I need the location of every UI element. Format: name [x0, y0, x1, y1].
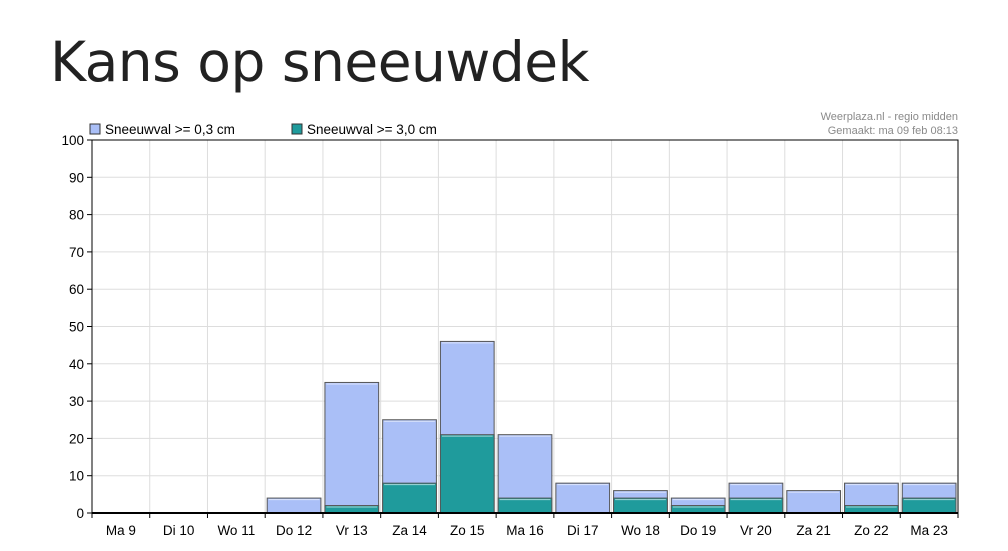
y-tick-label: 40	[69, 357, 84, 372]
y-tick-label: 60	[69, 282, 84, 297]
legend-label: Sneeuwval >= 0,3 cm	[105, 122, 235, 137]
y-tick-label: 70	[69, 245, 84, 260]
x-tick-label: Wo 18	[621, 523, 660, 538]
x-tick-label: Wo 11	[217, 523, 255, 538]
y-tick-label: 90	[69, 170, 84, 185]
x-tick-label: Ma 23	[910, 523, 948, 538]
credit-timestamp: Gemaakt: ma 09 feb 08:13	[828, 125, 958, 137]
x-tick-label: Za 21	[796, 523, 831, 538]
y-tick-label: 0	[76, 506, 84, 521]
x-tick-label: Zo 22	[854, 523, 889, 538]
bar-light	[786, 490, 842, 514]
credit-source: Weerplaza.nl - regio midden	[821, 111, 958, 123]
x-tick-label: Vr 13	[336, 523, 368, 538]
legend: Sneeuwval >= 0,3 cm Sneeuwval >= 3,0 cm	[89, 122, 437, 137]
bar-dark	[439, 434, 495, 514]
y-tick-label: 30	[69, 394, 84, 409]
y-tick-label: 50	[69, 320, 84, 335]
page-title: Kans op sneeuwdek	[50, 30, 589, 94]
bar-dark	[901, 497, 957, 514]
axes: 0 10 20 30 40 50 60 70 80 90 100 Ma 9 Di 10 Wo 11 Do 1…	[61, 133, 959, 538]
x-tick-label: Di 17	[567, 523, 599, 538]
legend-swatch	[291, 123, 303, 135]
x-tick-label: Zo 15	[450, 523, 485, 538]
legend-swatch	[89, 123, 101, 135]
y-tick-label: 20	[69, 431, 84, 446]
bar-light	[266, 497, 322, 514]
bar-dark	[497, 497, 553, 514]
y-tick-label: 100	[61, 133, 84, 148]
bar-light	[324, 381, 380, 514]
x-tick-label: Do 19	[680, 523, 716, 538]
y-tick-label: 80	[69, 208, 84, 223]
x-tick-label: Ma 9	[106, 523, 136, 538]
x-tick-label: Za 14	[392, 523, 427, 538]
x-tick-label: Vr 20	[740, 523, 772, 538]
bar-dark	[613, 497, 668, 514]
legend-label: Sneeuwval >= 3,0 cm	[307, 122, 437, 137]
y-tick-label: 10	[69, 469, 84, 484]
x-tick-label: Ma 16	[506, 523, 544, 538]
x-tick-label: Do 12	[276, 523, 312, 538]
x-tick-label: Di 10	[163, 523, 195, 538]
bar-dark	[382, 482, 437, 514]
bar-dark	[728, 497, 784, 514]
bar-light	[555, 482, 611, 514]
